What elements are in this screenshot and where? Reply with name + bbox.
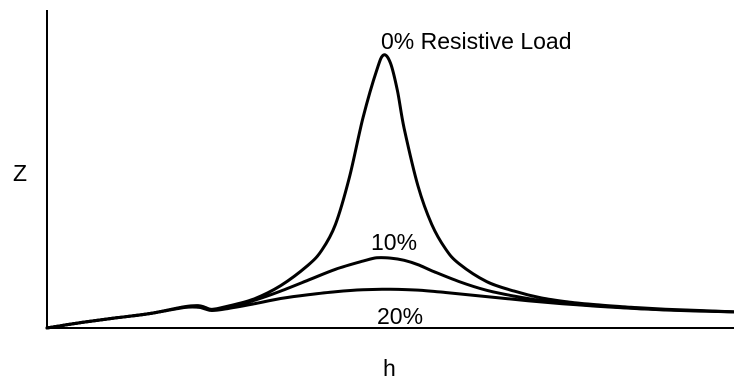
y-axis-label: Z [13, 160, 27, 186]
x-axis-label: h [383, 355, 396, 379]
series-label-10-percent: 10% [371, 229, 417, 255]
series-label-20-percent: 20% [377, 303, 423, 329]
series-line-20-percent [45, 287, 734, 330]
series-layer [45, 53, 734, 330]
series-label-0-percent: 0% Resistive Load [381, 28, 572, 54]
series-line-0-percent [45, 53, 734, 330]
